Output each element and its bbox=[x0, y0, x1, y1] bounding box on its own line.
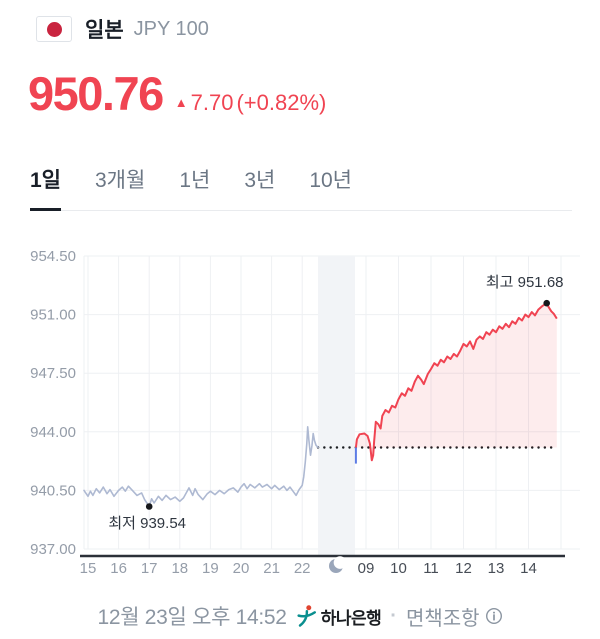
today-session-line bbox=[354, 302, 558, 462]
tab-period-1[interactable]: 3개월 bbox=[95, 152, 145, 210]
today-session-fill bbox=[355, 303, 557, 461]
rate-change: ▲ 7.70 (+0.82%) bbox=[175, 92, 327, 117]
japan-flag-circle bbox=[46, 21, 62, 37]
change-amount: 7.70 bbox=[190, 90, 234, 115]
x-tick-today: 09 bbox=[358, 560, 375, 577]
x-tick-prev: 18 bbox=[171, 560, 188, 577]
up-arrow-icon: ▲ bbox=[174, 94, 188, 110]
separator-dot: · bbox=[390, 604, 397, 627]
currency-header: 일본 JPY 100 bbox=[36, 14, 209, 44]
y-tick-label: 944.00 bbox=[30, 424, 76, 441]
tab-period-4[interactable]: 10년 bbox=[309, 152, 352, 210]
y-tick-label: 947.50 bbox=[30, 365, 76, 382]
exchange-rate-chart[interactable]: 최고 951.68 최저 939.54 15 16 17 18 19 20 21 22 09 10 11… bbox=[0, 240, 600, 585]
tab-period-2[interactable]: 1년 bbox=[179, 152, 210, 210]
x-tick-today: 11 bbox=[423, 560, 439, 577]
x-tick-prev: 21 bbox=[263, 560, 280, 577]
x-tick-prev: 17 bbox=[141, 560, 158, 577]
country-name: 일본 bbox=[85, 19, 124, 42]
x-tick-prev: 22 bbox=[294, 560, 311, 577]
current-rate: 950.76 bbox=[28, 67, 164, 120]
x-tick-prev: 16 bbox=[110, 560, 127, 577]
y-tick-label: 937.00 bbox=[30, 541, 76, 558]
y-tick-label: 940.50 bbox=[30, 482, 76, 499]
x-tick-today: 14 bbox=[520, 560, 537, 577]
high-point-dot bbox=[543, 299, 550, 307]
japan-flag-icon bbox=[36, 16, 72, 42]
market-closed-band bbox=[318, 256, 355, 555]
low-annotation: 최저 939.54 bbox=[108, 515, 186, 532]
bank-name: 하나은행 bbox=[320, 608, 382, 628]
y-tick-label: 954.50 bbox=[30, 248, 76, 265]
tab-period-3[interactable]: 3년 bbox=[244, 152, 275, 210]
y-tick-label: 951.00 bbox=[30, 307, 76, 324]
hana-bank-logo-icon bbox=[297, 605, 316, 627]
disclaimer-link[interactable]: 면책조항 bbox=[406, 602, 503, 631]
period-tabs: 1일 3개월 1년 3년 10년 bbox=[30, 152, 572, 211]
x-tick-today: 10 bbox=[390, 560, 407, 577]
x-tick-today: 12 bbox=[455, 560, 472, 577]
footer: 12월 23일 오후 14:52 하나은행 · 면책조항 bbox=[0, 601, 600, 631]
currency-unit: JPY 100 bbox=[133, 17, 209, 40]
change-percent: (+0.82%) bbox=[236, 90, 327, 115]
info-icon[interactable] bbox=[485, 607, 503, 625]
disclaimer-label: 면책조항 bbox=[405, 607, 480, 630]
x-tick-prev: 15 bbox=[80, 560, 97, 577]
price-row: 950.76 ▲ 7.70 (+0.82%) bbox=[28, 70, 326, 117]
x-tick-prev: 20 bbox=[233, 560, 250, 577]
data-source: 하나은행 bbox=[296, 604, 382, 629]
chart-area: 최고 951.68 최저 939.54 15 16 17 18 19 20 21 22 09 10 11… bbox=[0, 240, 600, 585]
tab-period-0[interactable]: 1일 bbox=[30, 152, 61, 211]
previous-session-line bbox=[83, 426, 319, 508]
high-annotation: 최고 951.68 bbox=[486, 274, 564, 291]
low-point-dot bbox=[145, 503, 153, 510]
x-tick-today: 13 bbox=[488, 560, 505, 577]
x-tick-prev: 19 bbox=[202, 560, 219, 577]
last-updated-timestamp: 12월 23일 오후 14:52 bbox=[97, 606, 287, 629]
